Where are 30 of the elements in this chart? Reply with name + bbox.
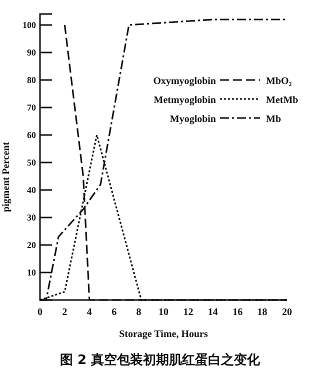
x-tick-label: 20 xyxy=(282,307,292,318)
x-tick-label: 8 xyxy=(136,307,142,318)
y-tick-label: 30 xyxy=(27,212,36,222)
text: 图 2 真空包装初期肌红蛋白之变化 xyxy=(60,352,262,368)
y-tick-label: 20 xyxy=(27,240,36,250)
x-tick-label: 6 xyxy=(112,307,117,318)
legend-label: Myoglobin xyxy=(170,114,216,125)
x-tick-label: 2 xyxy=(62,307,68,318)
y-tick-label: 80 xyxy=(27,74,36,85)
legend-label: Oxymyoglobin xyxy=(153,76,216,87)
y-axis-title: pigment Percent xyxy=(1,141,12,212)
y-tick-label: 100 xyxy=(22,20,36,30)
annotation: Mb xyxy=(266,114,282,125)
x-tick-label: 4 xyxy=(86,307,92,318)
y-tick-label: 70 xyxy=(27,102,36,112)
y-tick-label: 50 xyxy=(27,157,36,168)
legend-label: Metmyoglobin xyxy=(154,95,216,106)
x-axis-title: Storage Time, Hours xyxy=(119,329,208,340)
x-tick-label: 14 xyxy=(208,307,218,318)
x-tick-label: 12 xyxy=(183,307,194,318)
annotation: MbO₂ xyxy=(266,76,292,87)
x-tick-label: 0 xyxy=(38,307,42,318)
x-tick-label: 18 xyxy=(257,307,268,318)
annotation: MetMb xyxy=(266,95,299,106)
y-tick-label: 90 xyxy=(27,47,36,58)
y-tick-label: 40 xyxy=(27,184,36,195)
x-tick-label: 16 xyxy=(232,307,243,318)
y-tick-label: 60 xyxy=(27,130,36,140)
y-tick-label: 10 xyxy=(27,267,36,278)
x-tick-label: 10 xyxy=(158,307,168,318)
